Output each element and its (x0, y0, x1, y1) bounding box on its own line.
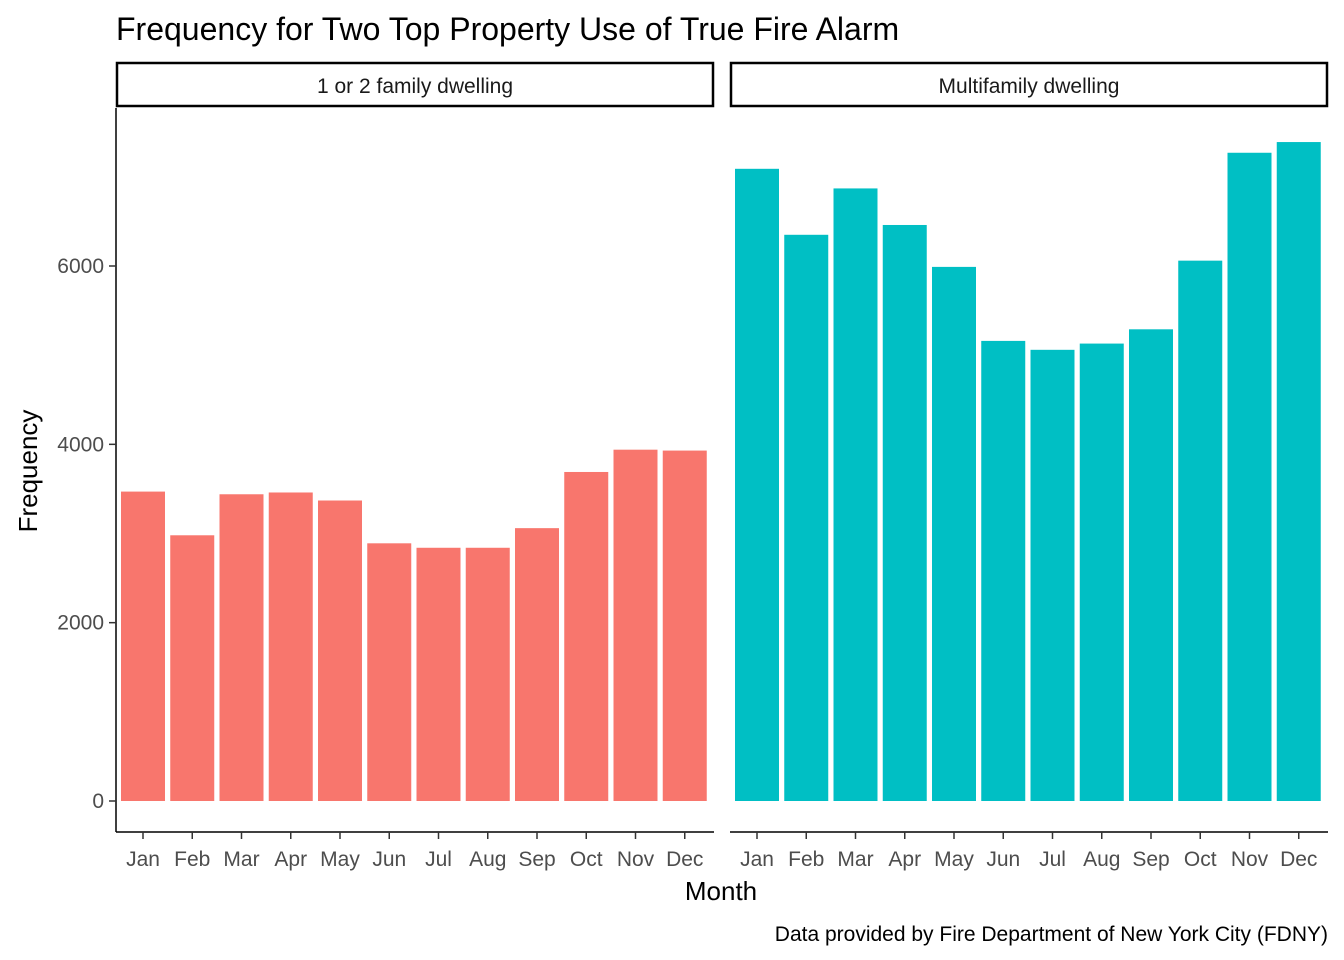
x-tick-label: Sep (518, 848, 555, 871)
bar-nov (613, 449, 658, 801)
x-tick-label: Aug (469, 848, 506, 871)
caption: Data provided by Fire Department of New … (775, 923, 1328, 946)
x-tick-label: Feb (788, 848, 824, 871)
bar-nov (1227, 152, 1272, 802)
y-axis: 0 2000 4000 6000 (57, 108, 117, 832)
x-tick-label: Aug (1083, 848, 1120, 871)
x-tick-label: Mar (837, 848, 873, 871)
bar-oct (564, 471, 609, 801)
x-tick-label: Feb (174, 848, 210, 871)
facet-strip (115, 61, 715, 108)
bar-mar (219, 494, 264, 801)
bar-jan (121, 491, 165, 801)
facet-strip-label: 1 or 2 family dwelling (317, 75, 513, 98)
x-tick-label: Oct (570, 848, 603, 871)
x-tick-label: Mar (223, 848, 259, 871)
bar-sep (1129, 329, 1173, 801)
y-tick-label: 6000 (57, 255, 104, 278)
facet-panel-2: Multifamily dwelling Jan Feb Mar Apr May Jun Ju… (729, 61, 1329, 871)
x-tick-label: May (934, 848, 974, 871)
bar-dec (1276, 142, 1321, 801)
x-tick-label: Dec (1280, 848, 1317, 871)
bar-oct (1178, 260, 1223, 801)
facet-strip (729, 61, 1329, 108)
facet-panel-1: 1 or 2 family dwelling Jan Feb Mar Apr May Jun… (115, 61, 715, 871)
x-tick-label: Jul (425, 848, 452, 871)
bar-mar (833, 188, 878, 802)
bar-jun (981, 340, 1026, 801)
x-tick-label: Jun (372, 848, 406, 871)
bar-dec (662, 450, 707, 801)
y-tick-label: 2000 (57, 612, 104, 635)
bar-aug (465, 547, 510, 801)
bar-jul (416, 547, 461, 801)
y-tick-label: 4000 (57, 433, 104, 456)
x-tick-label: Sep (1132, 848, 1169, 871)
x-tick-label: Nov (617, 848, 655, 871)
bar-feb (170, 535, 215, 801)
bar-aug (1079, 343, 1124, 801)
y-tick-label: 0 (92, 790, 104, 813)
x-axis-title: Month (685, 876, 757, 906)
x-tick-label: Jan (740, 848, 774, 871)
bar-may (932, 266, 976, 801)
bar-jul (1030, 349, 1075, 801)
y-axis-title: Frequency (13, 410, 43, 533)
x-tick-label: Dec (666, 848, 703, 871)
bar-jun (367, 543, 412, 801)
bar-apr (882, 224, 927, 801)
x-tick-label: Jan (126, 848, 160, 871)
bar-apr (268, 492, 313, 801)
x-tick-label: Jun (986, 848, 1020, 871)
x-tick-label: Apr (888, 848, 921, 871)
x-tick-label: Apr (274, 848, 307, 871)
bar-feb (784, 234, 829, 801)
x-tick-label: May (320, 848, 360, 871)
bar-sep (515, 528, 559, 801)
x-tick-label: Oct (1184, 848, 1217, 871)
x-tick-label: Jul (1039, 848, 1066, 871)
facet-strip-label: Multifamily dwelling (939, 75, 1120, 98)
chart-title: Frequency for Two Top Property Use of Tr… (116, 11, 899, 47)
bar-jan (735, 168, 779, 801)
x-tick-label: Nov (1231, 848, 1269, 871)
bar-may (318, 500, 362, 801)
facet-panels: 1 or 2 family dwelling Jan Feb Mar Apr May Jun… (115, 61, 1329, 871)
